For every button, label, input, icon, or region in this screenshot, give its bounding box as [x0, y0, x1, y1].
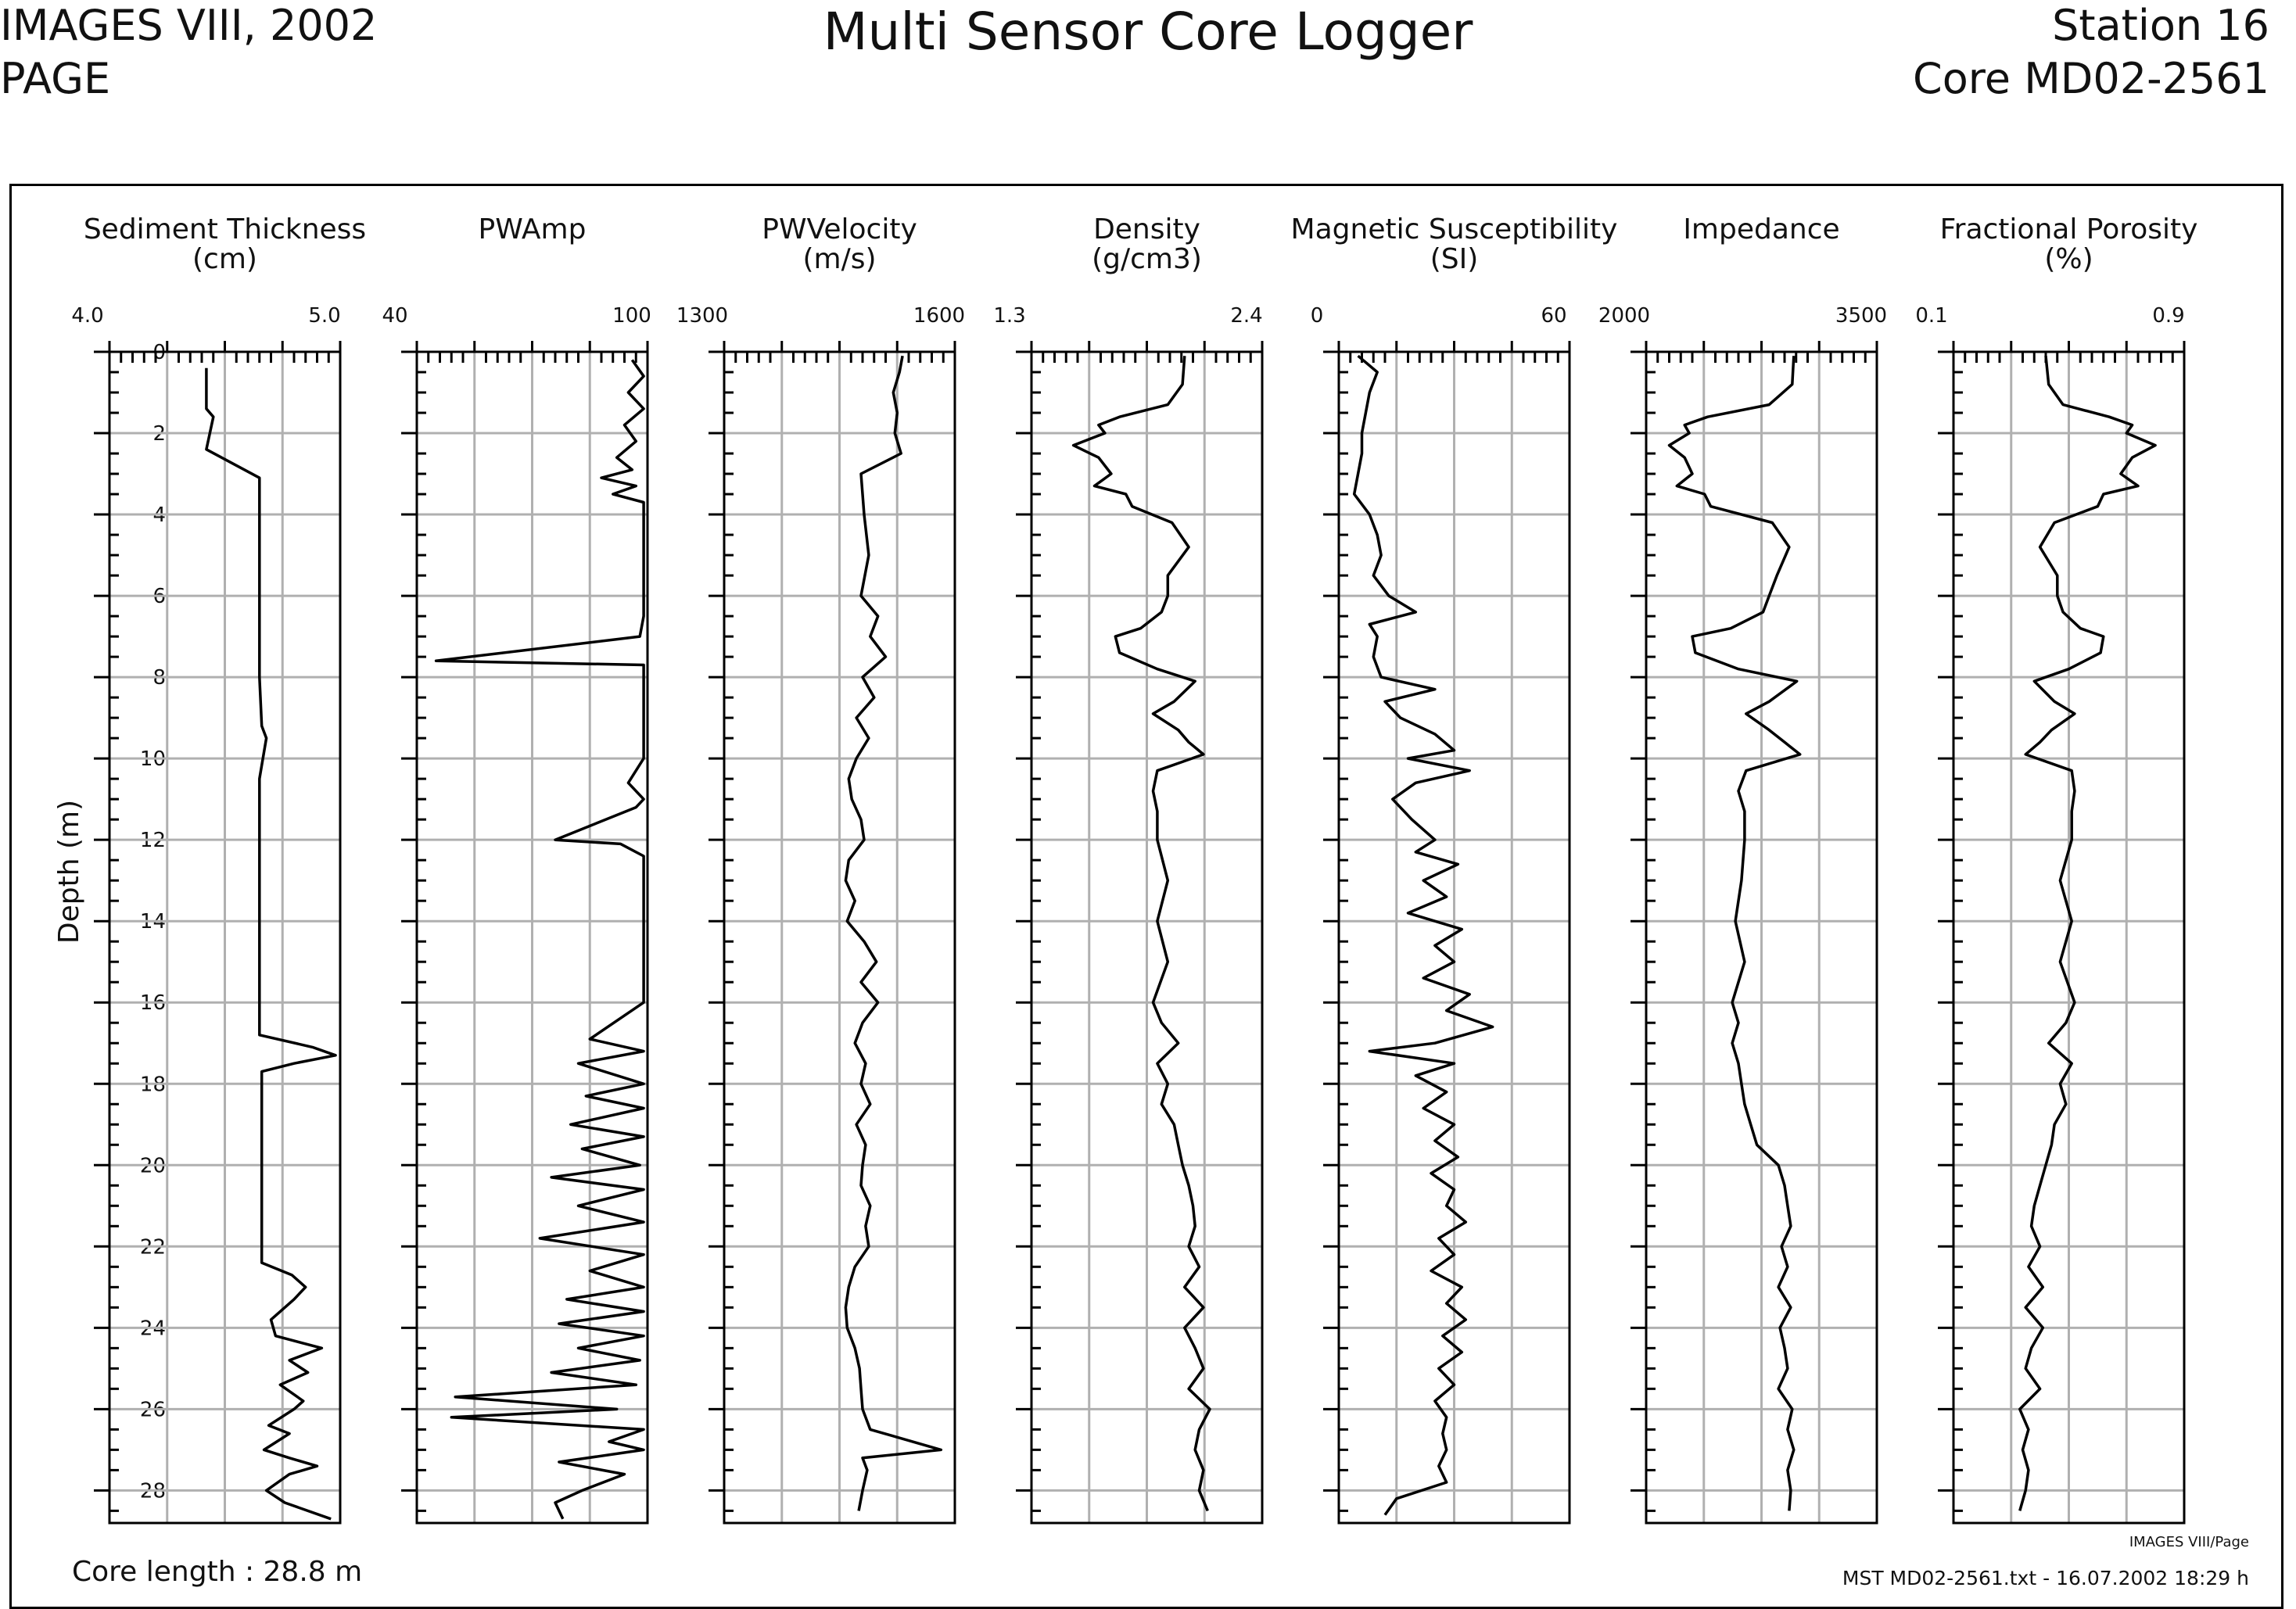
core-label: Core MD02-2561 [1913, 54, 2269, 103]
x-min-label: 4.0 [71, 304, 103, 328]
x-min-label: 40 [382, 304, 407, 328]
page-title: Multi Sensor Core Logger [823, 2, 1473, 62]
x-max-label: 60 [1541, 304, 1566, 328]
panel-title: Fractional Porosity [1940, 213, 2198, 245]
expedition-label: IMAGES VIII, 2002 [0, 1, 378, 50]
panel-title: Sediment Thickness [84, 213, 366, 245]
x-max-label: 100 [612, 304, 651, 328]
series-line [844, 355, 943, 1511]
x-min-label: 2000 [1598, 304, 1650, 328]
y-axis-label: Depth (m) [53, 800, 85, 944]
x-max-label: 0.9 [2152, 304, 2184, 328]
plot-frame [9, 184, 2283, 1609]
panel-unit: (g/cm3) [1092, 243, 1202, 275]
panel-title: Impedance [1683, 213, 1839, 245]
page-subtitle: PAGE [0, 54, 111, 103]
panel-unit: (m/s) [802, 243, 876, 275]
file-info-label: MST MD02-2561.txt - 16.07.2002 18:29 h [1842, 1567, 2249, 1589]
station-label: Station 16 [2052, 1, 2269, 50]
panel-title: PWVelocity [762, 213, 917, 245]
series-line [1667, 356, 1802, 1511]
x-max-label: 2.4 [1230, 304, 1262, 328]
footer-tag-label: IMAGES VIII/Page [2129, 1534, 2249, 1550]
series-line [1352, 354, 1494, 1516]
series-line [1071, 356, 1211, 1512]
panel-unit: (SI) [1430, 243, 1479, 275]
panel-title: Density [1093, 213, 1200, 245]
panel-unit: (cm) [192, 243, 257, 275]
panel-unit: (%) [2044, 243, 2093, 275]
x-min-label: 1300 [676, 304, 728, 328]
panel-title: Magnetic Susceptibility [1291, 213, 1618, 245]
x-min-label: 0 [1311, 304, 1324, 328]
core-length-label: Core length : 28.8 m [72, 1556, 363, 1588]
series-line [205, 367, 337, 1521]
x-max-label: 1600 [913, 304, 965, 328]
x-max-label: 3500 [1835, 304, 1887, 328]
panel-title: PWAmp [479, 213, 587, 245]
series-line [2018, 356, 2157, 1511]
series-line [434, 359, 645, 1520]
x-max-label: 5.0 [308, 304, 340, 328]
x-min-label: 0.1 [1915, 304, 1947, 328]
x-min-label: 1.3 [993, 304, 1025, 328]
